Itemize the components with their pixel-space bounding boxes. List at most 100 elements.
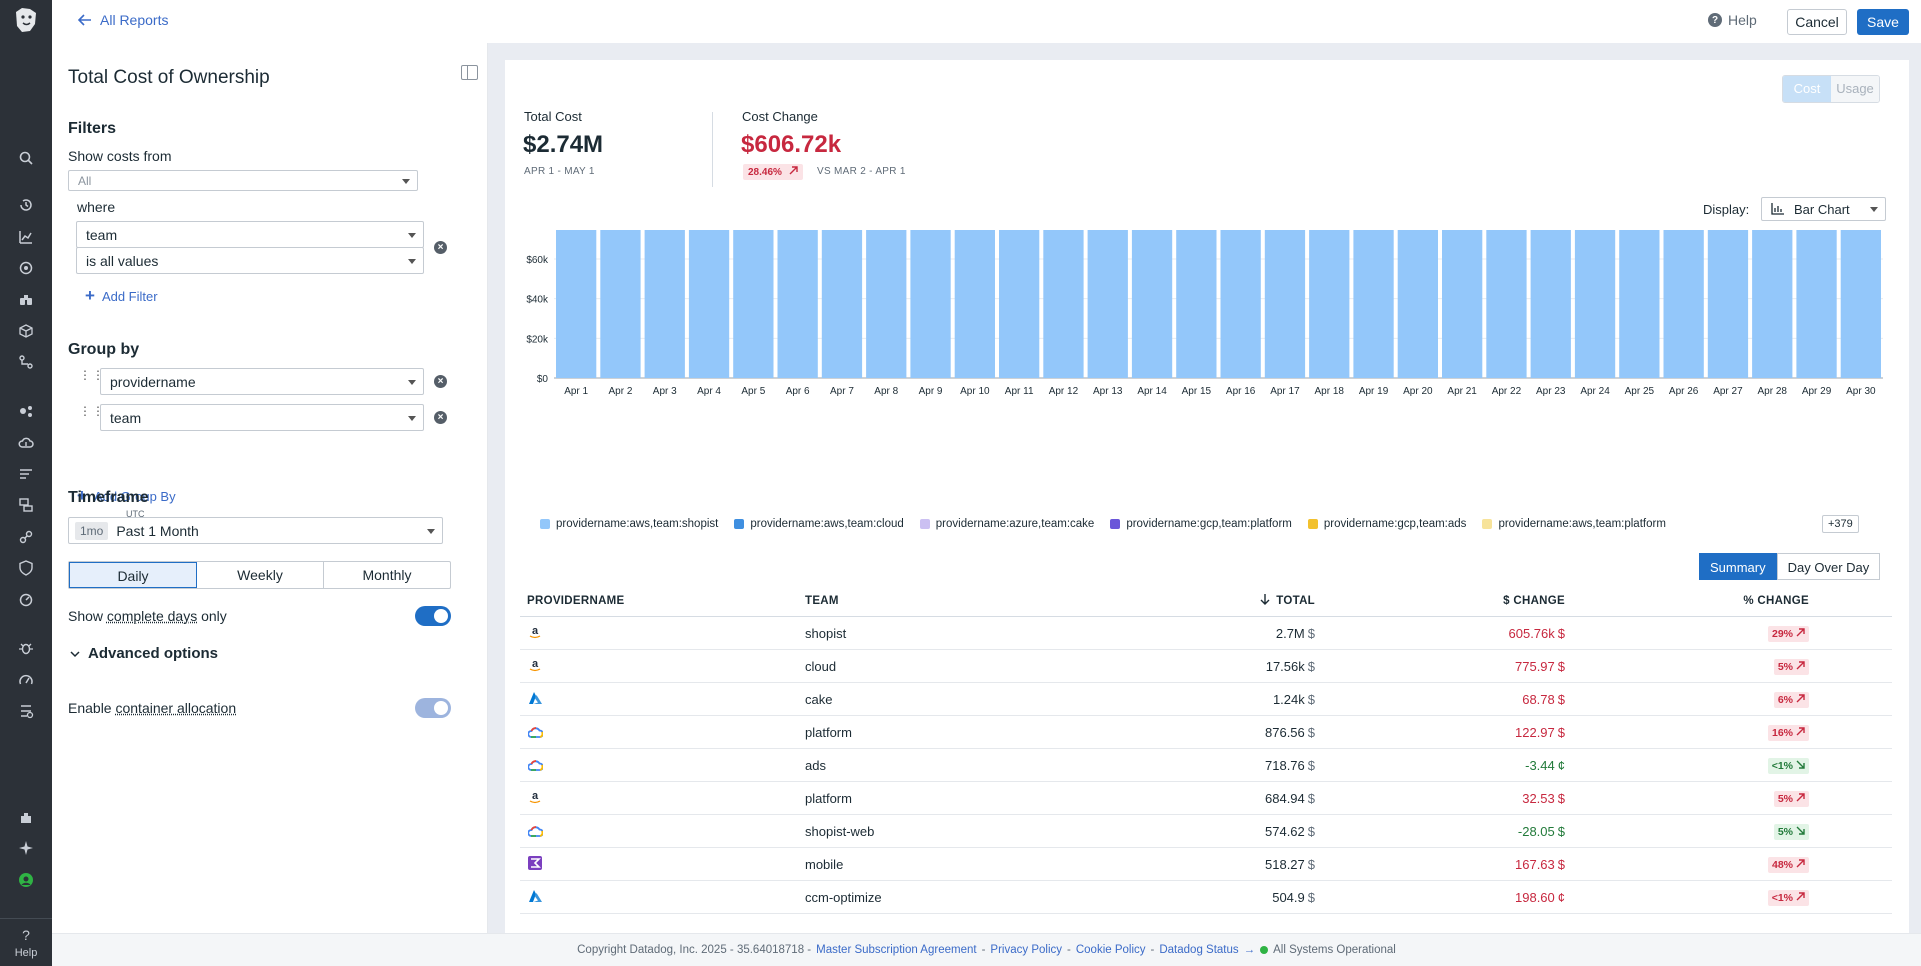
help-label: Help <box>1728 12 1757 28</box>
synthetics-icon[interactable] <box>0 493 52 517</box>
user-avatar-icon[interactable] <box>0 868 52 892</box>
bar-segment <box>1486 230 1527 378</box>
advanced-options-toggle[interactable]: Advanced options <box>70 645 218 662</box>
x-tick-label: Apr 27 <box>1713 386 1743 397</box>
x-tick-label: Apr 9 <box>919 386 943 397</box>
footer-msa-link[interactable]: Master Subscription Agreement <box>816 944 977 956</box>
container-allocation-label: Enable container allocation <box>68 700 236 716</box>
legend-item[interactable]: providername:aws,team:shopist <box>540 518 718 530</box>
pct-change-badge: 6% <box>1773 691 1809 708</box>
col-total[interactable]: TOTAL <box>1135 594 1315 607</box>
save-button[interactable]: Save <box>1857 9 1909 35</box>
pipeline-icon[interactable] <box>0 350 52 374</box>
container-allocation-link[interactable]: container allocation <box>115 700 237 716</box>
search-icon[interactable] <box>0 146 52 170</box>
col-providername[interactable]: PROVIDERNAME <box>527 594 625 607</box>
legend-item[interactable]: providername:azure,team:cake <box>919 518 1094 530</box>
remove-filter-icon[interactable]: × <box>434 241 447 254</box>
complete-days-link[interactable]: complete days <box>106 608 198 624</box>
day-over-day-tab[interactable]: Day Over Day <box>1776 553 1881 580</box>
footer-cookie-link[interactable]: Cookie Policy <box>1075 944 1146 956</box>
bar-segment <box>821 230 863 378</box>
table-row[interactable]: a cloud 17.56k $775.97 $5% <box>520 650 1892 683</box>
table-row[interactable]: platform 876.56 $122.97 $16% <box>520 716 1892 749</box>
add-group-by-button[interactable]: + Add Group By <box>77 486 176 506</box>
add-filter-button[interactable]: + Add Filter <box>85 286 158 306</box>
legend-item[interactable]: providername:gcp,team:ads <box>1307 518 1466 530</box>
team-cell: ads <box>805 757 826 773</box>
integrations-icon[interactable] <box>0 806 52 830</box>
col-pct-change[interactable]: % CHANGE <box>1743 594 1809 607</box>
usage-tab[interactable]: Usage <box>1831 76 1879 102</box>
table-row[interactable]: cake 1.24k $68.78 $6% <box>520 683 1892 716</box>
complete-days-toggle[interactable] <box>415 606 451 626</box>
timeframe-heading: Timeframe <box>68 489 149 506</box>
provider-cell <box>520 823 805 840</box>
legend-swatch <box>1482 519 1493 529</box>
service-map-icon[interactable] <box>0 399 52 423</box>
container-allocation-toggle[interactable] <box>415 698 451 718</box>
nav-help[interactable]: ? Help <box>0 918 52 966</box>
remove-group-by-icon[interactable]: × <box>434 375 447 388</box>
history-icon[interactable] <box>0 193 52 217</box>
legend-item[interactable]: providername:gcp,team:platform <box>1110 518 1292 530</box>
summary-tab[interactable]: Summary <box>1699 553 1777 580</box>
shield-icon[interactable] <box>0 556 52 580</box>
col-team[interactable]: TEAM <box>805 594 839 607</box>
cube-icon[interactable] <box>0 319 52 343</box>
legend-more-button[interactable]: +379 <box>1822 515 1859 533</box>
table-row[interactable]: a platform 684.94 $32.53 $5% <box>520 782 1892 815</box>
total-cell: 718.76 $ <box>1135 758 1315 773</box>
drag-handle-icon[interactable]: ⋮⋮ <box>79 368 105 382</box>
legend-item[interactable]: providername:aws,team:cloud <box>734 518 904 530</box>
help-link[interactable]: ? Help <box>1708 12 1757 28</box>
filter-tag-select[interactable]: team <box>76 221 424 248</box>
group-by-select-1[interactable]: providername <box>100 368 424 395</box>
bug-icon[interactable] <box>0 636 52 660</box>
other-logo-icon <box>527 855 543 871</box>
speed-icon[interactable] <box>0 668 52 692</box>
timeframe-select[interactable]: 1mo Past 1 Month <box>68 517 443 544</box>
table-row[interactable]: ads 718.76 $ -3.44 ¢ <1% <box>520 749 1892 782</box>
link-icon[interactable] <box>0 525 52 549</box>
granularity-weekly[interactable]: Weekly <box>197 562 324 588</box>
datadog-logo-icon[interactable] <box>10 4 42 36</box>
binoculars-icon[interactable] <box>0 288 52 312</box>
footer-status-link[interactable]: Datadog Status <box>1159 944 1239 956</box>
bar-segment <box>1043 230 1084 378</box>
group-by-select-2[interactable]: team <box>100 404 424 431</box>
dashboard-icon[interactable] <box>0 225 52 249</box>
filter-operator-select[interactable]: is all values <box>76 247 424 274</box>
logs-icon[interactable] <box>0 462 52 486</box>
cloud-cost-icon[interactable] <box>0 431 52 455</box>
where-label: where <box>77 199 116 215</box>
provider-cell <box>520 855 805 873</box>
footer-privacy-link[interactable]: Privacy Policy <box>990 944 1062 956</box>
total-value: 876.56 <box>1265 724 1305 740</box>
table-row[interactable]: shopist-web 574.62 $ -28.05 $5% <box>520 815 1892 848</box>
gcp-logo-icon <box>527 724 543 740</box>
display-type-select[interactable]: Bar Chart <box>1761 197 1886 221</box>
collapse-panel-icon[interactable] <box>461 65 478 80</box>
remove-group-by-icon[interactable]: × <box>434 411 447 424</box>
table-row[interactable]: a shopist 2.7M $605.76k $29% <box>520 617 1892 650</box>
cost-tab[interactable]: Cost <box>1783 76 1831 102</box>
tasks-icon[interactable] <box>0 699 52 723</box>
bar-segment <box>600 230 641 378</box>
granularity-monthly[interactable]: Monthly <box>362 567 412 583</box>
watchdog-icon[interactable] <box>0 256 52 280</box>
sparkle-icon[interactable] <box>0 836 52 860</box>
cancel-button[interactable]: Cancel <box>1787 9 1847 35</box>
cost-source-select[interactable]: All <box>68 170 418 191</box>
granularity-daily[interactable]: Daily <box>69 562 197 588</box>
footer-status-arrow: → <box>1243 944 1256 956</box>
table-row[interactable]: ccm-optimize 504.9 $198.60 ¢ <1% <box>520 881 1892 914</box>
all-reports-link[interactable]: All Reports <box>78 12 168 28</box>
azure-logo-icon <box>527 690 543 706</box>
rum-icon[interactable] <box>0 588 52 612</box>
team-cell: shopist-web <box>805 823 875 839</box>
table-row[interactable]: mobile 518.27 $167.63 $48% <box>520 848 1892 881</box>
legend-item[interactable]: providername:aws,team:platform <box>1482 518 1666 530</box>
drag-handle-icon[interactable]: ⋮⋮ <box>79 404 105 418</box>
col-dollar-change[interactable]: $ CHANGE <box>1503 594 1565 607</box>
